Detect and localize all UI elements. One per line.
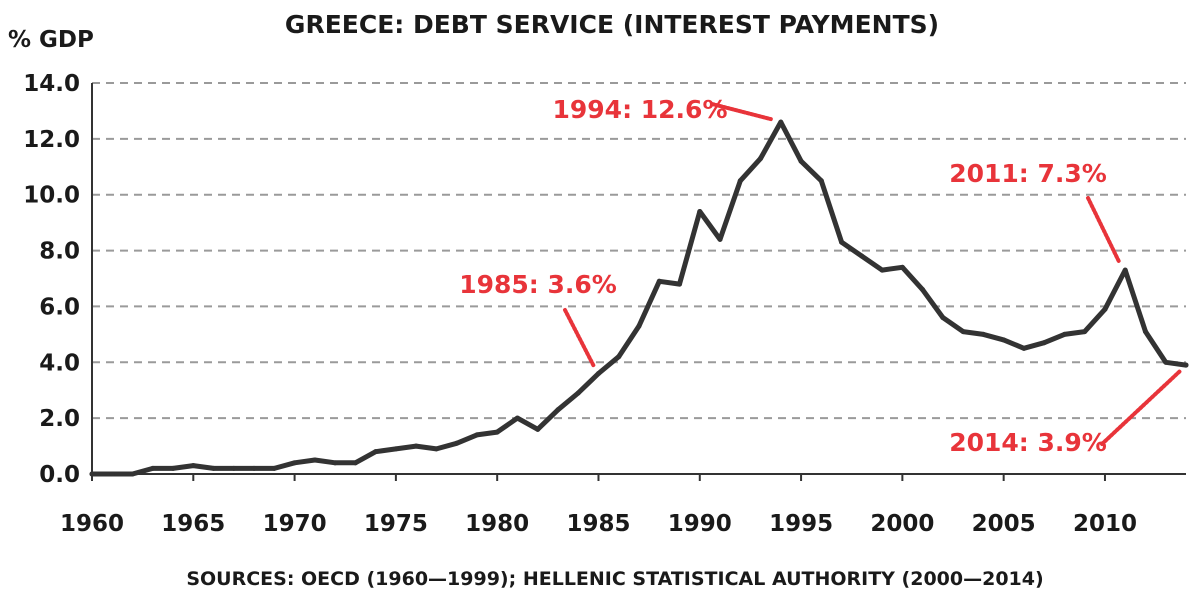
data-point [312,457,318,463]
data-point [1082,329,1088,335]
annotation-layer: 1994: 12.6% 1985: 3.6% 2011: 7.3% 2014: 3.9… [459,95,1182,457]
data-point [211,465,217,471]
x-tick-label: 2000 [870,511,934,537]
x-tick-label: 2005 [972,511,1036,537]
x-tick-label: 1990 [668,511,732,537]
data-point [352,460,358,466]
data-point [413,443,419,449]
x-tick-labels: 1960 1965 1970 1975 1980 1985 1990 1995 2000 2005… [60,474,1137,537]
data-point [535,426,541,432]
y-axis-label: % GDP [8,27,94,53]
x-tick-label: 1975 [364,511,428,537]
data-point [940,315,946,321]
data-point [130,471,136,477]
data-point [575,390,581,396]
y-tick-labels: 0.0 2.0 4.0 6.0 8.0 10.0 12.0 14.0 [23,71,80,488]
data-point [798,158,804,164]
data-point [899,264,905,270]
data-point [555,407,561,413]
annotation-label: 2014: 3.9% [949,428,1107,457]
data-point [150,465,156,471]
data-point [433,446,439,452]
data-point [1122,267,1128,273]
data-point [758,155,764,161]
y-tick-label: 0.0 [39,462,80,488]
data-point [656,278,662,284]
data-point [717,236,723,242]
data-point [474,432,480,438]
data-point [1061,331,1067,337]
data-point [1163,359,1169,365]
data-point [89,471,95,477]
annotation-pointer [1086,196,1122,265]
data-point [494,429,500,435]
data-point [109,471,115,477]
data-point [1142,329,1148,335]
data-point [920,287,926,293]
x-tick-label: 1995 [769,511,833,537]
series-layer [89,119,1189,477]
data-point [879,267,885,273]
data-point [616,354,622,360]
x-tick-label: 1985 [566,511,630,537]
y-tick-label: 12.0 [23,127,80,153]
source-note: SOURCES: OECD (1960—1999); HELLENIC STAT… [186,568,1043,590]
data-point [292,460,298,466]
annotation-label: 1985: 3.6% [459,270,617,299]
x-tick-label: 1970 [263,511,327,537]
annotation-pointer [563,308,596,368]
data-point [251,465,257,471]
data-point [454,440,460,446]
data-point [332,460,338,466]
x-tick-label: 2010 [1073,511,1137,537]
data-point [190,463,196,469]
annotation-pointer [1100,369,1182,446]
data-point [170,465,176,471]
data-point [231,465,237,471]
data-point [1001,337,1007,343]
y-tick-label: 2.0 [39,406,80,432]
annotation-pointer [710,102,773,122]
data-point [960,329,966,335]
x-tick-label: 1960 [60,511,124,537]
data-point [980,331,986,337]
data-point [818,178,824,184]
y-tick-label: 8.0 [39,239,80,265]
chart-title: GREECE: DEBT SERVICE (INTEREST PAYMENTS) [285,10,939,39]
data-point [859,253,865,259]
data-point [677,281,683,287]
data-point [778,119,784,125]
x-tick-label: 1980 [465,511,529,537]
data-point [1183,362,1189,368]
data-point [839,239,845,245]
data-point [514,415,520,421]
x-tick-label: 1965 [161,511,225,537]
data-point [636,323,642,329]
grid-lines [92,82,1186,420]
annotation-label: 1994: 12.6% [552,95,727,124]
y-tick-label: 4.0 [39,350,80,376]
y-tick-label: 10.0 [23,183,80,209]
y-tick-label: 6.0 [39,294,80,320]
data-point [373,449,379,455]
data-point [271,465,277,471]
data-point [1102,306,1108,312]
data-point [737,178,743,184]
data-point [595,370,601,376]
data-point [393,446,399,452]
data-point [1041,340,1047,346]
data-point [1021,345,1027,351]
annotation-label: 2011: 7.3% [949,159,1107,188]
data-point [697,208,703,214]
y-tick-label: 14.0 [23,71,80,97]
